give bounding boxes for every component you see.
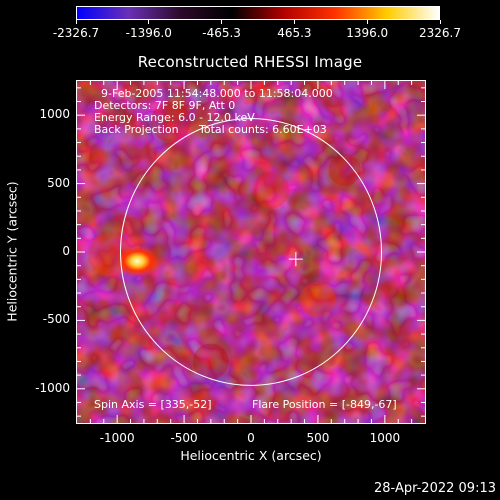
colorbar-tick-label: 2326.7 [419, 26, 461, 40]
emission-blob [150, 102, 191, 143]
method: Back Projection [94, 123, 179, 136]
colorbar [76, 6, 440, 20]
emission-blob [253, 172, 290, 209]
emission-blob [192, 343, 229, 380]
plot-area [76, 80, 426, 424]
y-axis-label: Heliocentric Y (arcsec) [4, 181, 20, 322]
x-tick-label: 500 [306, 431, 330, 445]
spin-axis: Spin Axis = [335,-52] [94, 398, 212, 411]
y-tick-label: -500 [42, 312, 70, 327]
x-tick-label: -1000 [99, 431, 135, 445]
x-axis-label: Heliocentric X (arcsec) [180, 448, 322, 463]
colorbar-tick-label: 465.3 [277, 26, 312, 40]
x-tick-label: 0 [247, 431, 255, 445]
y-tick-label: 1000 [39, 107, 70, 122]
colorbar-tick-label: 1396.0 [346, 26, 389, 40]
emission-blob [299, 281, 336, 318]
colorbar-tick-mark [366, 20, 368, 24]
colorbar-tick-label: -1396.0 [125, 26, 172, 40]
y-tick-label: -1000 [35, 380, 70, 395]
x-tick-label: 1000 [369, 431, 401, 445]
flare-source [115, 245, 160, 278]
total-counts: Total counts: 6.60E+03 [199, 123, 327, 136]
x-tick-label: -500 [170, 431, 198, 445]
y-tick-label: 0 [62, 244, 70, 258]
emission-blob [328, 153, 361, 186]
colorbar-tick-mark [221, 20, 223, 24]
colorbar-tick-mark [293, 20, 295, 24]
rhessi-image [77, 81, 425, 423]
colorbar-tick-mark [75, 20, 77, 24]
solar-limb-circle [120, 118, 382, 386]
energy-range: Energy Range: 6.0 - 12.0 keV [94, 111, 255, 124]
flare-position: Flare Position = [-849,-67] [252, 398, 397, 411]
detectors: Detectors: 7F 8F 9F, Att 0 [94, 99, 236, 112]
footer-timestamp: 28-Apr-2022 09:13 [374, 481, 496, 496]
y-tick-label: 500 [47, 175, 70, 190]
colorbar-tick-mark [439, 20, 441, 24]
colorbar-tick-mark [148, 20, 150, 24]
colorbar-tick-label: -2326.7 [52, 26, 100, 40]
time-range: 9-Feb-2005 11:54:48.000 to 11:58:04.000 [101, 87, 333, 100]
plot-title: Reconstructed RHESSI Image [137, 53, 363, 71]
colorbar-tick-label: -465.3 [202, 26, 241, 40]
